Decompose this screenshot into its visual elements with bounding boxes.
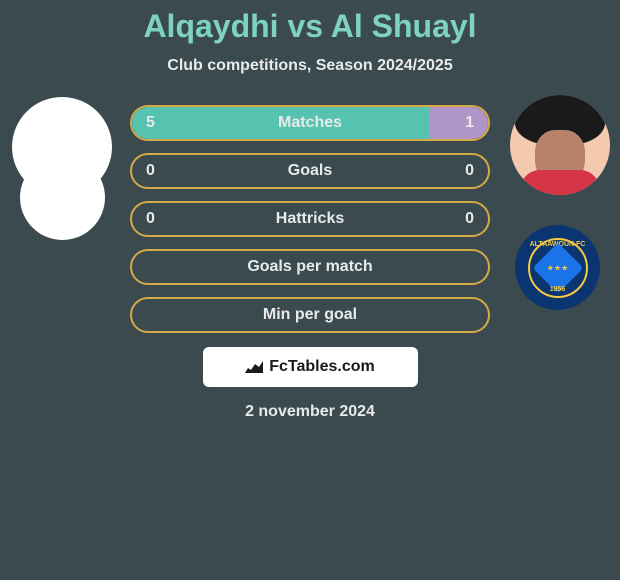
stat-row: 0 Hattricks 0 [130, 201, 490, 237]
stat-row: Goals per match [130, 249, 490, 285]
stat-value-left: 0 [146, 162, 155, 180]
stat-label: Hattricks [276, 210, 344, 228]
club-year-label: 1956 [530, 286, 586, 293]
comparison-area: ALTAAWOUN FC ★★★ 1956 5 Matches 1 0 Goals 0 0 H… [0, 105, 620, 333]
stat-label: Matches [278, 114, 342, 132]
player-face-icon [510, 95, 610, 195]
player-avatar-right [510, 95, 610, 195]
stat-value-right: 1 [465, 114, 474, 132]
brand-label: FcTables.com [269, 358, 375, 376]
stat-value-right: 0 [465, 210, 474, 228]
main-container: Alqaydhi vs Al Shuayl Club competitions,… [0, 0, 620, 421]
club-avatar-left [20, 155, 105, 240]
page-subtitle: Club competitions, Season 2024/2025 [0, 57, 620, 75]
date-label: 2 november 2024 [0, 403, 620, 421]
stat-label: Goals [288, 162, 332, 180]
page-title: Alqaydhi vs Al Shuayl [0, 8, 620, 45]
stat-label: Goals per match [247, 258, 372, 276]
stat-bar-right [429, 107, 488, 139]
stats-container: 5 Matches 1 0 Goals 0 0 Hattricks 0 Goals per mat… [130, 105, 490, 333]
stat-row: 5 Matches 1 [130, 105, 490, 141]
stat-value-left: 0 [146, 210, 155, 228]
stat-row: 0 Goals 0 [130, 153, 490, 189]
stat-value-left: 5 [146, 114, 155, 132]
club-logo-icon: ALTAAWOUN FC ★★★ 1956 [528, 238, 588, 298]
club-avatar-right: ALTAAWOUN FC ★★★ 1956 [515, 225, 600, 310]
stat-value-right: 0 [465, 162, 474, 180]
stat-label: Min per goal [263, 306, 357, 324]
brand-badge[interactable]: FcTables.com [203, 347, 418, 387]
stat-row: Min per goal [130, 297, 490, 333]
chart-icon [245, 359, 263, 376]
